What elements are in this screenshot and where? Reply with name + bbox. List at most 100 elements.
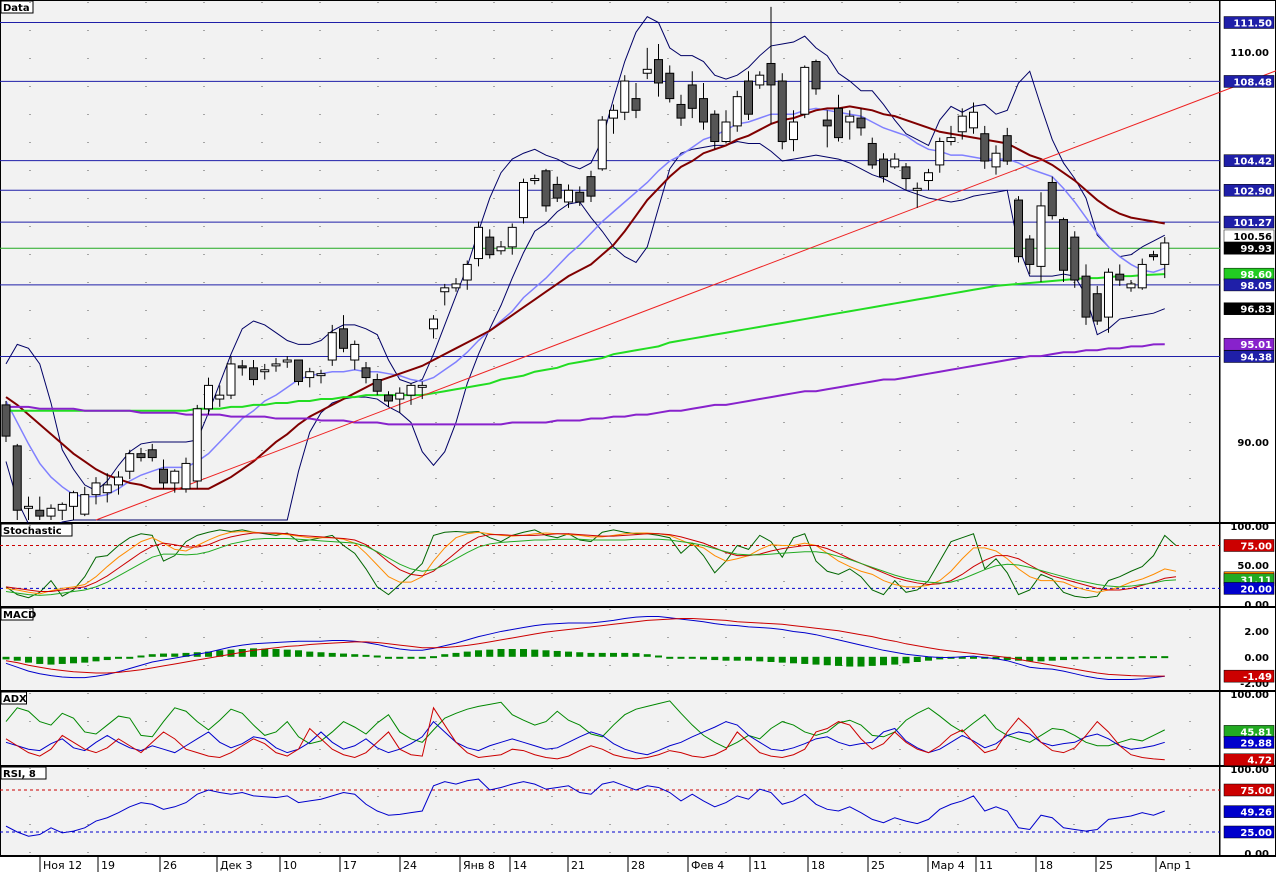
histogram-bar [13,656,21,661]
candle [204,384,213,410]
x-tick-label: Ноя 12 [43,859,82,872]
series-line-1 [5,616,1165,681]
candle [575,191,585,203]
candle [485,236,495,256]
candle [957,115,967,133]
x-tick-label: Янв 8 [463,859,495,872]
candle [327,332,337,361]
series-line-2 [5,530,1177,595]
candle [417,384,427,388]
price-tag-label: 95.01 [1240,340,1272,351]
price-tag-label: 100.56 [1233,232,1272,243]
y-tick-label: 100.00 [1230,765,1269,776]
candle [732,96,742,127]
x-tick-label: Мар 4 [931,859,965,872]
histogram-bar [553,650,561,657]
candle [789,121,798,141]
price-tag-label: 99.93 [1240,244,1272,255]
candle [609,109,618,119]
candle [147,449,157,459]
y-tick-label: 2.00 [1244,627,1269,638]
candle [136,453,146,459]
candle [1126,283,1136,289]
candle [361,367,371,379]
x-axis: Ноя 12 19 26 Дек 3 10 17 24 Янв 8 14 21 28 Фев 4 11 1… [0,856,1276,872]
histogram-bar [1060,656,1067,661]
histogram-bar [238,649,246,657]
plot-area [0,607,1220,691]
histogram-bar [565,651,572,657]
value-tag-label: 75.00 [1240,542,1272,553]
histogram-bar [958,656,966,659]
candle [282,359,292,363]
price-tag-label: 98.60 [1240,270,1272,281]
histogram-bar [452,652,460,657]
candle [1025,238,1035,265]
x-axis-bar [0,856,1276,872]
histogram-bar [182,652,190,657]
price-tag-label: 108.48 [1233,77,1272,88]
candle [519,181,528,219]
candle [1115,273,1125,281]
histogram-bar [891,656,899,665]
histogram-bar [902,656,910,664]
candle [721,121,731,143]
candle [620,80,630,113]
histogram-bar [1105,656,1112,659]
histogram-bar [351,654,359,657]
candle [1047,181,1057,217]
value-tag-label: 4.72 [1247,756,1272,767]
value-tag [1223,825,1275,839]
candle [170,470,180,484]
histogram-bar [250,648,257,657]
histogram-bar [486,649,494,657]
histogram-bar [216,650,224,657]
x-tick-label: Апр 1 [1159,859,1191,872]
histogram-bar [81,656,89,663]
histogram-bar [328,652,336,657]
candle [440,287,450,293]
histogram-bar [733,656,741,661]
series-line-2 [5,617,1165,677]
candle [935,141,945,166]
histogram-bar [1150,656,1157,659]
value-tag-label: 31.11 [1240,576,1272,587]
candle [91,482,101,496]
candle [1036,205,1046,267]
histogram-bar [531,649,539,657]
histogram-bar [272,649,280,657]
histogram-bar [407,656,415,659]
moving-average-2 [5,105,1165,490]
candle [654,59,663,84]
histogram-bar [756,656,764,662]
histogram-bar [1037,656,1045,662]
y-tick-label: 100.00 [1230,522,1269,533]
histogram-bar [463,651,471,657]
candle [744,80,753,115]
candle [102,484,112,494]
series-line-1 [5,700,1165,749]
candle [1,404,11,437]
histogram-bar [520,649,527,657]
price-tag-label: 96.83 [1240,305,1272,316]
histogram-bar [1048,656,1056,661]
value-tag [1223,669,1275,683]
price-tag-label: 102.90 [1233,186,1272,197]
histogram-bar [306,651,314,657]
histogram-bar [283,649,291,657]
value-tag-label: 45.81 [1240,727,1272,738]
price-tag [1223,215,1275,229]
candle [980,133,990,162]
x-tick-label: 26 [163,859,177,872]
histogram-bar [913,656,921,662]
histogram-bar [295,650,302,657]
value-tag [1223,805,1275,818]
panel-title: Stochastic [3,526,62,537]
histogram-bar [587,652,595,657]
x-tick-label: 11 [979,859,993,872]
candle [507,226,517,248]
histogram-bar [880,656,887,666]
candle [181,462,191,490]
series-line-1 [5,778,1165,837]
price-tag [1223,229,1275,243]
